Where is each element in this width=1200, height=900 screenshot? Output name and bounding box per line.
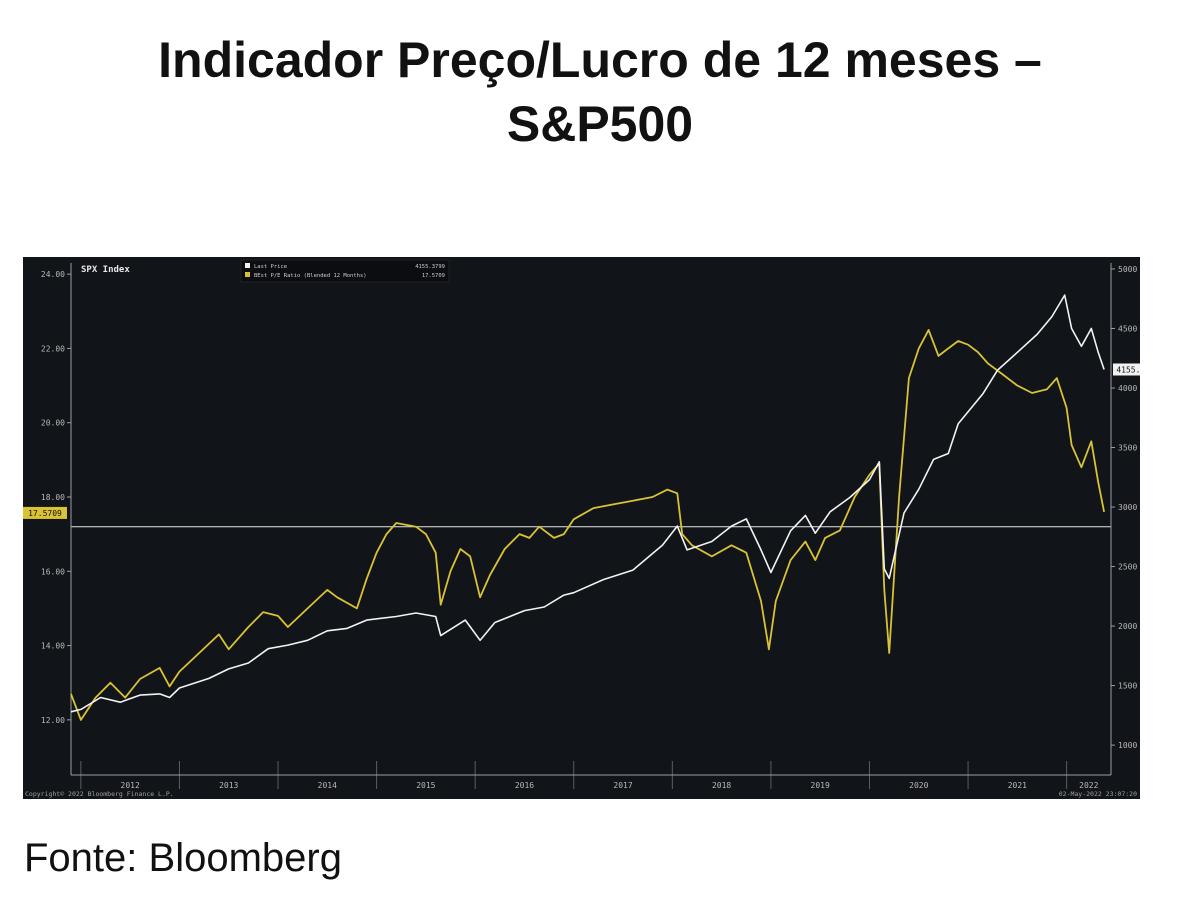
- price-line: [70, 294, 1105, 713]
- legend-label-price: Last Price: [254, 264, 287, 270]
- chart-canvas: 12.00 14.00 16.00 18.00 20.00 22.00 24.00 1000 1…: [23, 259, 1163, 798]
- pe-last-value-badge: [23, 506, 67, 519]
- x-tick-label: 2012: [121, 781, 140, 790]
- x-tick-label: 2019: [811, 781, 830, 790]
- bloomberg-chart: 12.00 14.00 16.00 18.00 20.00 22.00 24.00 1000 1…: [23, 257, 1163, 799]
- right-tick-label: 3000: [1118, 503, 1137, 512]
- left-tick-label: 22.00: [41, 344, 65, 353]
- legend-label-pe: BEst P/E Ratio (Blended 12 Months): [254, 273, 367, 279]
- copyright-text: Copyright© 2022 Bloomberg Finance L.P.: [25, 790, 174, 798]
- right-tick-label: 2500: [1118, 563, 1137, 572]
- right-tick-label: 3500: [1118, 444, 1137, 453]
- right-tick-label: 2000: [1118, 622, 1137, 631]
- ticker-label: SPX Index: [81, 265, 130, 275]
- x-tick-label: 2021: [1008, 781, 1027, 790]
- left-tick-label: 20.00: [41, 419, 65, 428]
- x-tick-label: 2016: [515, 781, 534, 790]
- x-tick-label: 2015: [416, 781, 435, 790]
- x-tick-label: 2020: [909, 781, 928, 790]
- timestamp-text: 02-May-2022 23:07:20: [1059, 790, 1137, 798]
- x-tick-label: 2013: [219, 781, 238, 790]
- legend-swatch-price: [245, 263, 250, 268]
- legend-value-pe: 17.5709: [422, 273, 445, 279]
- right-tick-label: 4000: [1118, 384, 1137, 393]
- x-tick-label: 2018: [712, 781, 731, 790]
- x-tick-label: 2022: [1079, 781, 1098, 790]
- x-tick-label: 2014: [318, 781, 337, 790]
- price-last-value-label: 4155.3799: [1116, 365, 1140, 374]
- right-tick-label: 1000: [1118, 741, 1137, 750]
- legend: Last Price 4155.3799 BEst P/E Ratio (Ble…: [240, 259, 450, 283]
- legend-swatch-pe: [245, 272, 250, 277]
- right-tick-label: 5000: [1118, 265, 1137, 274]
- right-tick-label: 4500: [1118, 324, 1137, 333]
- pe-last-value-label: 17.5709: [28, 509, 62, 518]
- pe-ratio-line: [70, 329, 1105, 721]
- left-tick-label: 24.00: [41, 270, 65, 279]
- left-tick-label: 16.00: [41, 567, 65, 576]
- left-tick-label: 12.00: [41, 716, 65, 725]
- left-tick-label: 18.00: [41, 493, 65, 502]
- x-tick-label: 2017: [613, 781, 632, 790]
- right-tick-label: 1500: [1118, 682, 1137, 691]
- source-caption: Fonte: Bloomberg: [24, 836, 342, 880]
- legend-value-price: 4155.3799: [415, 264, 445, 270]
- chart-title: Indicador Preço/Lucro de 12 meses – S&P5…: [158, 32, 1042, 152]
- left-tick-label: 14.00: [41, 642, 65, 651]
